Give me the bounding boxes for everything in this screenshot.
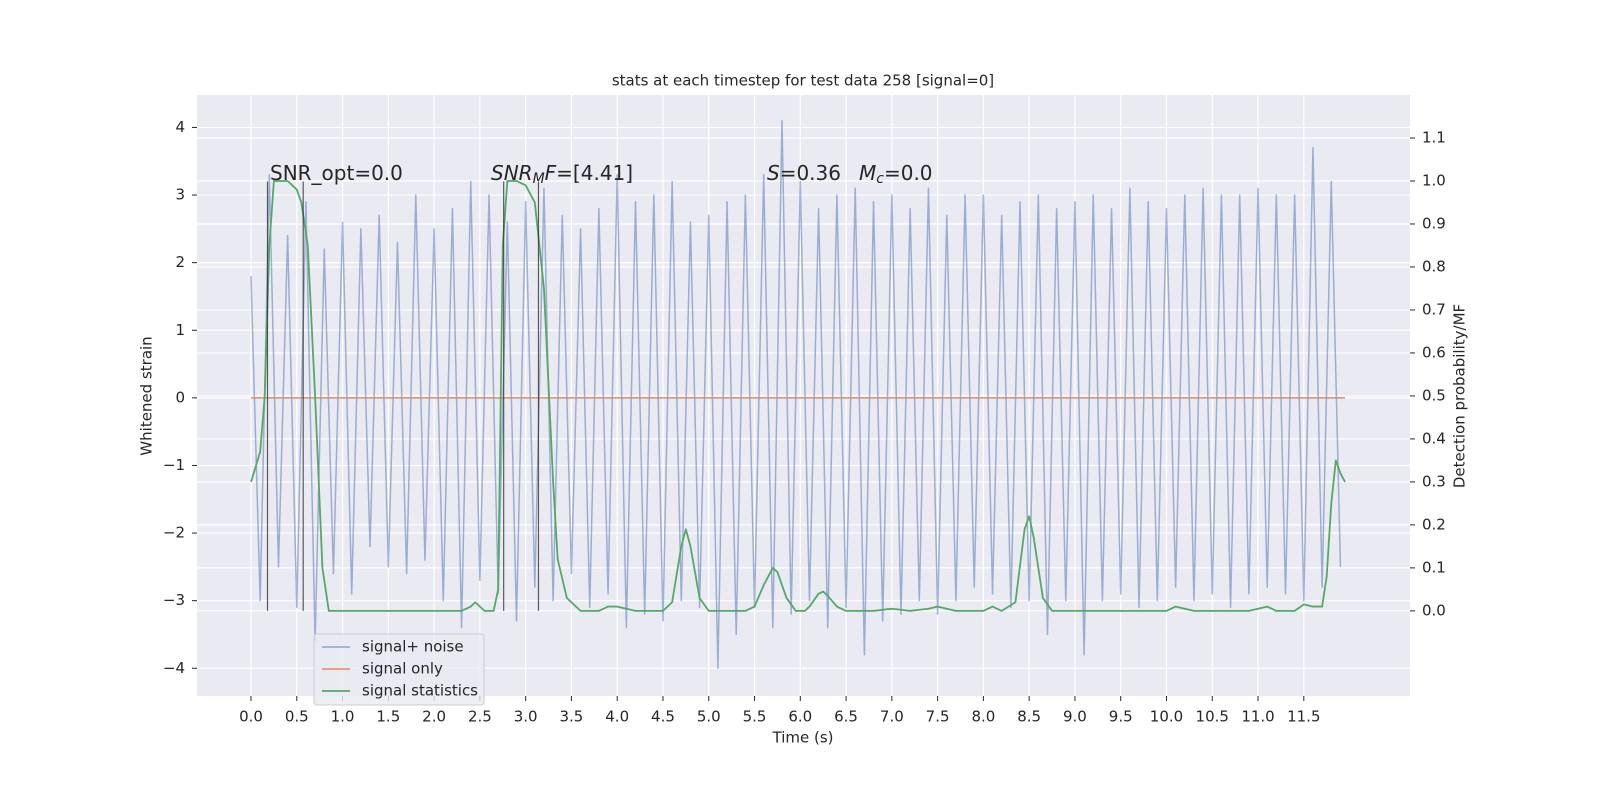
y2-tick-label: 0.6 xyxy=(1422,343,1446,361)
y-tick-label: −1 xyxy=(163,456,185,474)
x-tick-label: 11.5 xyxy=(1287,708,1320,726)
annotation-part: =[4.41] xyxy=(556,161,633,185)
x-tick-label: 7.5 xyxy=(926,708,950,726)
y-tick-label: 4 xyxy=(175,118,185,136)
y2-tick-label: 1.1 xyxy=(1422,128,1446,146)
annotation-part: M xyxy=(533,171,545,187)
chart-title: stats at each timestep for test data 258… xyxy=(612,72,994,90)
y-axis-label: Whitened strain xyxy=(138,336,156,455)
x-tick-label: 5.5 xyxy=(743,708,767,726)
x-tick-label: 10.5 xyxy=(1196,708,1229,726)
legend-box xyxy=(313,633,485,706)
y2-tick-label: 0.1 xyxy=(1422,558,1446,576)
x-tick-label: 3.5 xyxy=(559,708,583,726)
y2-tick-label: 0.9 xyxy=(1422,214,1446,232)
y-tick-label: 1 xyxy=(175,321,185,339)
x-tick-label: 0.0 xyxy=(239,708,263,726)
x-tick-label: 5.0 xyxy=(697,708,721,726)
annotation: S=0.36 xyxy=(767,161,841,185)
x-tick-label: 8.5 xyxy=(1017,708,1041,726)
annotation: SNRMF=[4.41] xyxy=(491,161,633,188)
x-tick-label: 6.5 xyxy=(834,708,858,726)
legend: signal+ noise signal only signal statistic… xyxy=(313,633,485,706)
legend-label: signal only xyxy=(362,660,443,678)
x-tick-label: 6.0 xyxy=(788,708,812,726)
x-tick-label: 9.0 xyxy=(1063,708,1087,726)
x-axis-label: Time (s) xyxy=(772,729,834,747)
y-tick-label: −3 xyxy=(163,591,185,609)
x-tick-label: 2.0 xyxy=(422,708,446,726)
x-tick-label: 11.0 xyxy=(1241,708,1274,726)
annotation-part: =0.0 xyxy=(884,161,933,185)
y2-tick-label: 0.5 xyxy=(1422,386,1446,404)
series-line xyxy=(250,180,1346,612)
annotation-part: SNR_opt=0.0 xyxy=(270,161,403,185)
x-tick-label: 0.5 xyxy=(285,708,309,726)
y2-tick-label: 0.4 xyxy=(1422,429,1446,447)
y2-tick-label: 0.8 xyxy=(1422,257,1446,275)
legend-label: signal statistics xyxy=(362,682,478,700)
y-tick-label: −4 xyxy=(163,659,185,677)
annotation-part: S xyxy=(767,161,780,185)
y-tick-label: 0 xyxy=(175,388,185,406)
x-tick-label: 4.0 xyxy=(605,708,629,726)
legend-label: signal+ noise xyxy=(362,638,464,656)
x-tick-label: 10.0 xyxy=(1150,708,1183,726)
annotation-part: M xyxy=(859,161,876,185)
x-tick-label: 7.0 xyxy=(880,708,904,726)
x-tick-label: 3.0 xyxy=(514,708,538,726)
y2-tick-label: 0.2 xyxy=(1422,515,1446,533)
y2-tick-label: 0.0 xyxy=(1422,601,1446,619)
x-tick-label: 2.5 xyxy=(468,708,492,726)
y2-tick-label: 0.7 xyxy=(1422,300,1446,318)
y-tick-label: −2 xyxy=(163,524,185,542)
x-tick-label: 8.0 xyxy=(971,708,995,726)
y2-axis-label: Detection probability/MF xyxy=(1451,304,1469,488)
y-tick-label: 3 xyxy=(175,186,185,204)
x-tick-label: 1.5 xyxy=(376,708,400,726)
annotation-part: SNR xyxy=(491,161,533,185)
annotation-part: F xyxy=(545,161,557,185)
x-tick-label: 4.5 xyxy=(651,708,675,726)
annotation: Mc=0.0 xyxy=(859,161,933,188)
y2-tick-label: 0.3 xyxy=(1422,472,1446,490)
y2-tick-label: 1.0 xyxy=(1422,171,1446,189)
annotation-part: =0.36 xyxy=(780,161,841,185)
x-tick-label: 1.0 xyxy=(331,708,355,726)
annotation: SNR_opt=0.0 xyxy=(270,161,403,185)
x-tick-label: 9.5 xyxy=(1109,708,1133,726)
y-tick-label: 2 xyxy=(175,253,185,271)
annotation-part: c xyxy=(876,171,884,187)
